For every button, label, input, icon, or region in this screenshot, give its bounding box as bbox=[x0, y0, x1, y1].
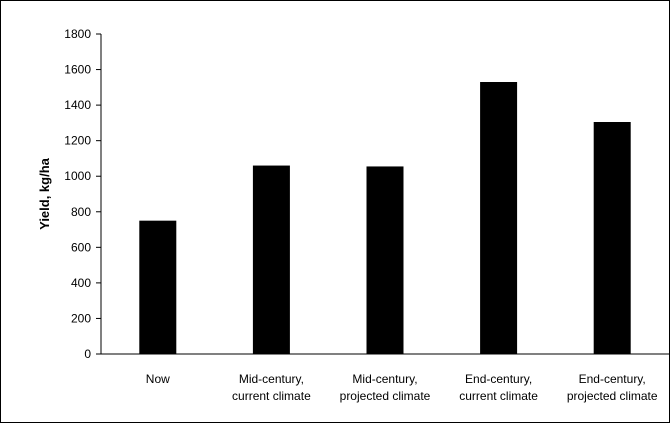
y-tick-label: 1000 bbox=[64, 169, 91, 183]
y-tick-label: 1200 bbox=[64, 134, 91, 148]
y-tick-label: 800 bbox=[71, 205, 91, 219]
y-tick-label: 200 bbox=[71, 311, 91, 325]
x-category-label: Mid-century, current climate bbox=[232, 372, 311, 403]
bar bbox=[252, 165, 290, 354]
bar bbox=[593, 122, 631, 354]
y-tick-label: 0 bbox=[84, 347, 91, 361]
bar bbox=[366, 166, 404, 354]
x-category-label: End-century, current climate bbox=[459, 372, 538, 403]
y-tick-label: 1800 bbox=[64, 27, 91, 41]
x-category-label: End-century, projected climate bbox=[567, 372, 658, 403]
x-category-label: Mid-century, projected climate bbox=[340, 372, 431, 403]
x-category-label: Now bbox=[146, 372, 170, 386]
y-axis-ticks: 0 200 400 600 800 1000 1200 1400 1600 1800 bbox=[64, 27, 101, 361]
y-tick-label: 400 bbox=[71, 276, 91, 290]
bar bbox=[480, 82, 518, 354]
y-tick-label: 600 bbox=[71, 240, 91, 254]
y-axis-title: Yield, kg/ha bbox=[37, 157, 52, 230]
bars bbox=[139, 82, 631, 354]
bar bbox=[139, 220, 177, 354]
x-axis-labels: Now Mid-century, current climate Mid-centur… bbox=[146, 372, 658, 403]
y-tick-label: 1600 bbox=[64, 63, 91, 77]
y-tick-label: 1400 bbox=[64, 98, 91, 112]
